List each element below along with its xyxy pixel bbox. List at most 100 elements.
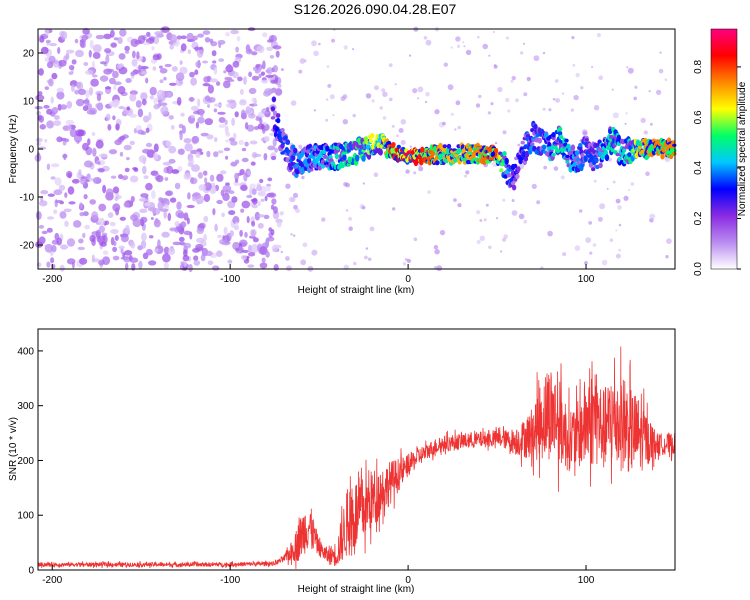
noise-dot — [345, 209, 349, 212]
noise-blob — [133, 167, 139, 172]
noise-blob — [97, 168, 105, 173]
noise-dot — [511, 199, 515, 202]
noise-blob — [276, 220, 282, 228]
noise-dot — [634, 85, 638, 89]
noise-blob — [56, 237, 62, 246]
noise-blob — [92, 147, 97, 157]
noise-blob — [66, 100, 73, 109]
noise-blob — [164, 177, 169, 181]
noise-dot — [488, 245, 492, 249]
noise-dot — [311, 249, 318, 256]
ridge-mark — [499, 168, 504, 173]
noise-dot — [340, 96, 346, 102]
noise-blob — [48, 43, 58, 47]
ridge-mark — [672, 143, 677, 147]
noise-blob — [137, 108, 144, 118]
noise-blob — [164, 63, 172, 68]
noise-blob — [44, 244, 53, 248]
noise-dot — [536, 200, 541, 205]
noise-blob — [47, 193, 55, 197]
noise-blob — [265, 74, 274, 78]
noise-dot — [417, 97, 419, 100]
noise-blob — [91, 60, 95, 69]
noise-blob — [110, 42, 117, 48]
noise-blob — [99, 75, 109, 82]
ridge-mark — [504, 157, 509, 165]
noise-blob — [113, 241, 117, 247]
noise-blob — [34, 106, 43, 110]
ridge-mark — [572, 161, 578, 167]
noise-blob — [217, 111, 226, 115]
noise-dot — [640, 117, 646, 124]
noise-dot — [612, 112, 619, 119]
ridge-mark — [535, 132, 540, 138]
x-tick-label: -200 — [42, 575, 62, 586]
noise-blob — [153, 143, 159, 153]
noise-dot — [439, 229, 446, 236]
noise-dot — [615, 229, 618, 232]
noise-blob — [118, 245, 125, 250]
noise-blob — [66, 238, 76, 247]
noise-blob — [216, 199, 223, 205]
noise-blob — [89, 39, 94, 49]
noise-blob — [220, 170, 227, 175]
noise-blob — [186, 217, 190, 225]
noise-blob — [178, 236, 185, 242]
noise-blob — [46, 120, 54, 129]
noise-blob — [66, 170, 73, 178]
noise-blob — [104, 220, 110, 226]
noise-blob — [105, 113, 111, 121]
ridge-mark — [551, 132, 556, 138]
snr-y-ticks: 0 100 200 300 400 — [17, 346, 43, 577]
noise-blob — [179, 131, 183, 141]
noise-blob — [45, 28, 50, 36]
noise-blob — [214, 223, 218, 232]
noise-blob — [245, 48, 253, 55]
noise-dot — [658, 68, 664, 74]
y-tick-label: 0 — [28, 145, 34, 156]
noise-blob — [257, 123, 265, 130]
noise-blob — [203, 193, 211, 203]
noise-blob — [162, 253, 171, 263]
noise-dot — [476, 210, 481, 215]
noise-dot — [348, 216, 353, 221]
noise-dot — [332, 114, 335, 117]
noise-blob — [79, 202, 83, 210]
noise-blob — [188, 264, 193, 273]
snr-x-ticks: -200 -100 0 100 — [42, 565, 595, 586]
ridge-mark — [293, 147, 298, 154]
noise-blob — [216, 81, 221, 86]
noise-blob — [161, 26, 170, 33]
y-tick-label: 10 — [23, 97, 35, 108]
ridge-mark — [530, 142, 535, 147]
noise-dot — [398, 128, 404, 133]
noise-dot — [542, 107, 546, 111]
ridge-mark — [346, 149, 351, 153]
noise-blob — [83, 160, 93, 168]
noise-blob — [58, 184, 66, 191]
noise-blob — [171, 169, 180, 174]
ridge-mark — [516, 166, 521, 173]
spectrogram-y-label: Frequency (Hz) — [8, 115, 19, 184]
noise-blob — [218, 42, 222, 49]
noise-blob — [206, 134, 214, 140]
noise-dot — [343, 45, 348, 50]
noise-blob — [187, 192, 191, 200]
noise-dot — [580, 86, 584, 90]
noise-blob — [190, 114, 195, 119]
noise-blob — [192, 196, 197, 202]
noise-blob — [118, 106, 125, 110]
noise-blob — [260, 71, 265, 76]
ridge-mark — [521, 150, 526, 158]
noise-blob — [95, 139, 104, 149]
noise-dot — [373, 172, 379, 177]
noise-blob — [271, 155, 277, 161]
noise-blob — [92, 44, 102, 53]
ridge-mark — [270, 116, 276, 120]
noise-blob — [80, 178, 86, 185]
noise-blob — [101, 232, 108, 236]
noise-blob — [124, 167, 130, 173]
noise-dot — [560, 175, 565, 180]
noise-blob — [142, 148, 151, 154]
ridge-mark — [446, 143, 452, 149]
